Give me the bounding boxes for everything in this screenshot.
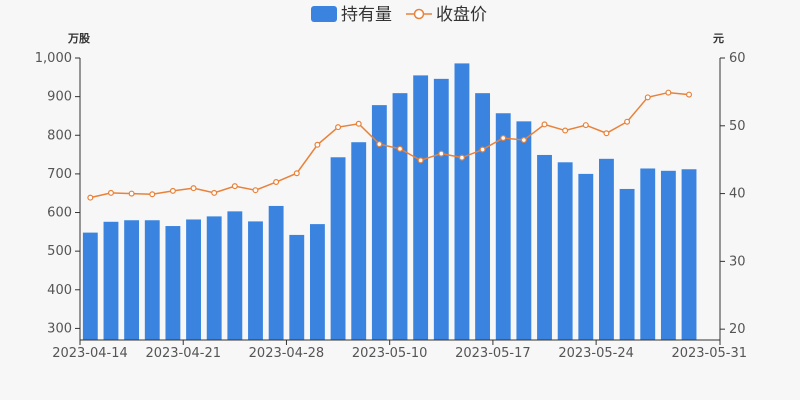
bar (537, 154, 552, 340)
price-point (211, 189, 218, 196)
line-layer (87, 89, 693, 201)
bar (433, 78, 449, 340)
y-left-tick-label: 600 (47, 206, 72, 221)
x-tick-label: 2023-04-14 (52, 346, 128, 361)
price-point (397, 145, 404, 152)
bar (371, 105, 387, 340)
price-point (273, 179, 280, 186)
price-point (252, 187, 259, 194)
bar (82, 232, 98, 340)
bar (289, 234, 305, 340)
bar (599, 158, 614, 340)
price-point (541, 121, 548, 128)
price-point (603, 130, 610, 137)
price-point (438, 150, 445, 157)
price-point (582, 122, 589, 129)
y-left-tick-label: 500 (47, 244, 72, 259)
bar (330, 157, 346, 340)
bar (516, 121, 532, 340)
price-point (686, 91, 693, 98)
y-left-tick-label: 300 (47, 321, 72, 336)
x-tick-label: 2023-05-24 (558, 346, 634, 361)
bar (495, 113, 511, 341)
legend-swatch-bar (311, 6, 337, 22)
bar (660, 170, 676, 340)
legend: 持有量 收盘价 (311, 5, 487, 25)
y-right-axis-title: 元 (713, 32, 724, 45)
bar (392, 93, 408, 340)
price-point (149, 191, 156, 198)
bar (309, 224, 325, 340)
bar (268, 205, 284, 340)
price-point (231, 183, 238, 190)
y-left-tick-label: 900 (47, 90, 72, 105)
x-tick-label: 2023-05-17 (455, 346, 531, 361)
price-line (90, 91, 690, 199)
bar (144, 220, 160, 340)
bars-layer (82, 63, 697, 341)
price-point (624, 118, 631, 125)
price-point (87, 194, 94, 201)
y-left-tick-label: 1,000 (35, 51, 72, 66)
bar (103, 221, 119, 340)
price-point (665, 89, 672, 96)
price-point (314, 141, 321, 148)
price-point (335, 124, 342, 131)
bar (475, 93, 491, 340)
price-point (520, 137, 527, 144)
price-point (169, 187, 176, 194)
price-point (417, 157, 424, 164)
legend-label-bar: 持有量 (341, 5, 392, 25)
bar (248, 221, 263, 340)
price-point (562, 127, 569, 134)
legend-swatch-line-marker (413, 8, 425, 20)
bar (165, 226, 181, 340)
bar (578, 173, 594, 340)
price-point (355, 120, 362, 127)
legend-label-line: 收盘价 (436, 5, 487, 25)
x-tick-label: 2023-04-21 (145, 346, 221, 361)
y-right-tick-label: 50 (729, 119, 746, 134)
y-left-tick-label: 800 (47, 128, 72, 143)
bar (557, 162, 573, 340)
x-tick-label: 2023-05-10 (352, 346, 428, 361)
bar (351, 142, 367, 340)
price-point (644, 94, 651, 101)
y-left-axis-title: 万股 (67, 32, 91, 45)
price-point (376, 141, 383, 148)
price-point (128, 190, 135, 197)
price-point (500, 134, 507, 141)
x-tick-label: 2023-05-31 (671, 346, 747, 361)
y-left-tick-label: 400 (47, 283, 72, 298)
axes-layer: 300 400 500 600 700 800 900 1,000 20 30 40 50 60 2023… (35, 51, 747, 361)
price-point (190, 185, 197, 192)
y-right-tick-label: 30 (729, 254, 746, 269)
price-point (479, 146, 486, 153)
y-right-tick-label: 60 (729, 51, 746, 66)
y-right-tick-label: 20 (729, 322, 746, 337)
bar (640, 168, 656, 340)
price-point (107, 189, 114, 196)
y-left-tick-label: 700 (47, 167, 72, 182)
bar (186, 219, 201, 340)
x-tick-label: 2023-04-28 (249, 346, 325, 361)
bar (124, 220, 140, 340)
bar (681, 169, 697, 340)
price-point (458, 154, 465, 161)
y-right-tick-label: 40 (729, 187, 746, 202)
bar (454, 63, 470, 341)
price-point (293, 170, 300, 177)
bar (413, 75, 429, 341)
bar (227, 211, 243, 340)
bar (206, 216, 222, 340)
bar (619, 188, 635, 340)
